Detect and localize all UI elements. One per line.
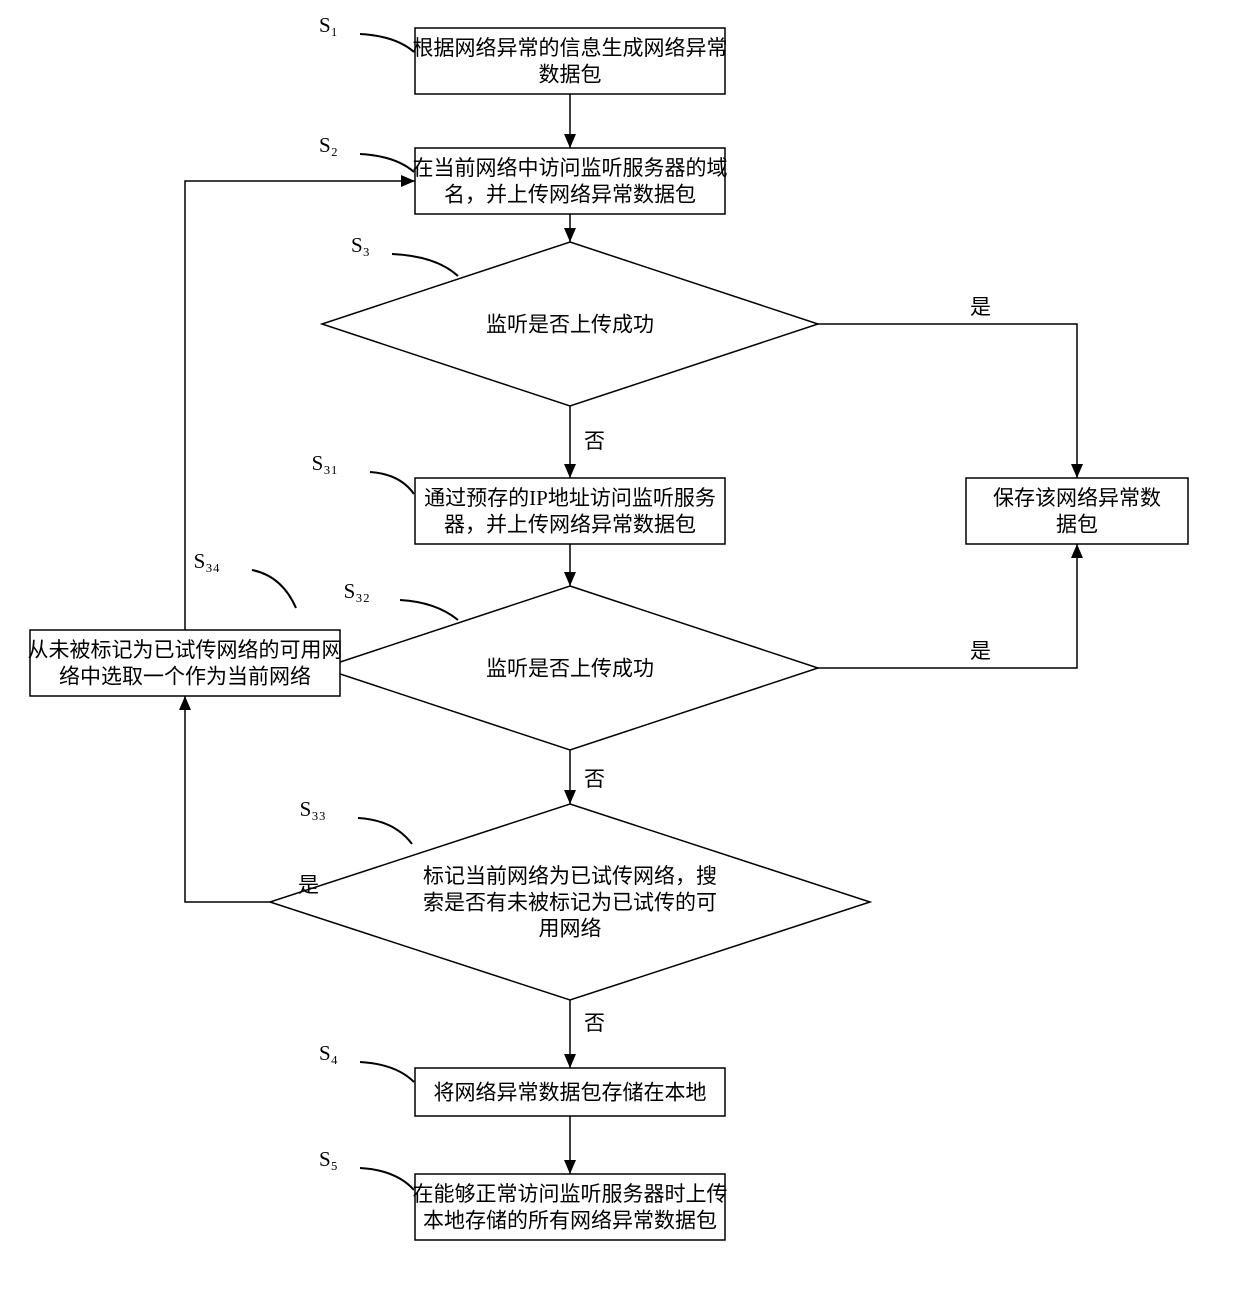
edge-8-label: 是 — [970, 639, 991, 663]
edge-7 — [818, 324, 1077, 478]
arrow-head — [564, 572, 576, 586]
step-curve-s5 — [360, 1168, 414, 1190]
arrow-head — [1071, 464, 1083, 478]
step-label-s4: S₄ — [319, 1041, 338, 1065]
step-curve-s3 — [392, 254, 458, 276]
node-s3-text: 监听是否上传成功 — [486, 312, 654, 336]
step-curve-s2 — [360, 154, 414, 172]
edge-2-label: 否 — [584, 429, 605, 453]
edge-7-label: 是 — [970, 295, 991, 319]
arrow-head — [179, 696, 191, 710]
step-label-s1: S₁ — [319, 13, 338, 37]
step-label-s34: S₃₄ — [194, 549, 220, 573]
arrow-head — [564, 790, 576, 804]
step-label-s5: S₅ — [319, 1147, 338, 1171]
arrow-head — [564, 464, 576, 478]
edge-5-label: 否 — [584, 1011, 605, 1035]
step-curve-s32 — [400, 600, 458, 620]
arrow-head — [1071, 544, 1083, 558]
step-label-s2: S₂ — [319, 133, 338, 157]
arrow-head — [564, 134, 576, 148]
step-label-s3: S₃ — [351, 233, 370, 257]
step-curve-s4 — [360, 1062, 414, 1082]
node-s4-text: 将网络异常数据包存储在本地 — [434, 1080, 707, 1104]
arrow-head — [564, 1054, 576, 1068]
step-curve-s31 — [370, 472, 414, 494]
step-label-s31: S₃₁ — [312, 451, 338, 475]
arrow-head — [564, 1160, 576, 1174]
edge-8 — [818, 544, 1077, 668]
arrow-head — [564, 228, 576, 242]
step-curve-s1 — [360, 34, 414, 52]
edge-4-label: 否 — [584, 767, 605, 791]
step-label-s33: S₃₃ — [300, 797, 326, 821]
node-s32-text: 监听是否上传成功 — [486, 656, 654, 680]
step-curve-s34 — [252, 570, 296, 608]
step-curve-s33 — [358, 818, 412, 844]
edge-9 — [185, 696, 270, 902]
edge-9-label: 是 — [298, 873, 319, 897]
step-label-s32: S₃₂ — [344, 579, 370, 603]
